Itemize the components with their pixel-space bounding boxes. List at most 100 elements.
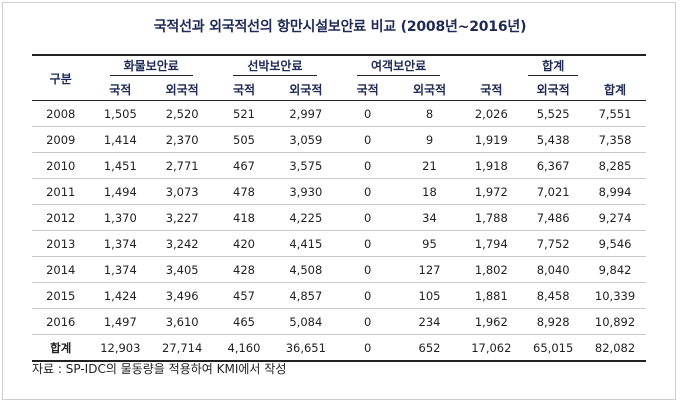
value-cell: 3,059 [274, 126, 337, 153]
value-cell: 12,903 [89, 334, 152, 362]
value-cell: 1,918 [460, 152, 523, 179]
value-cell: 7,021 [522, 178, 585, 205]
value-cell: 2,026 [460, 100, 523, 127]
value-cell: 10,339 [584, 282, 646, 309]
value-cell: 18 [398, 178, 461, 205]
year-cell: 2014 [32, 256, 90, 283]
value-cell: 1,374 [89, 230, 152, 257]
value-cell: 9,546 [584, 230, 646, 257]
value-cell: 0 [336, 282, 399, 309]
value-cell: 1,802 [460, 256, 523, 283]
value-cell: 5,438 [522, 126, 585, 153]
value-cell: 1,424 [89, 282, 152, 309]
table-row: 2010 1,451 2,771 467 3,575 0 21 1,918 6,367 8,285 [32, 152, 646, 179]
value-cell: 82,082 [584, 334, 646, 362]
value-cell: 21 [398, 152, 461, 179]
value-cell: 465 [213, 308, 275, 335]
value-cell: 3,227 [151, 204, 214, 231]
year-cell: 2012 [32, 204, 90, 231]
value-cell: 27,714 [151, 334, 214, 362]
year-cell: 2016 [32, 308, 90, 335]
value-cell: 1,414 [89, 126, 152, 153]
value-cell: 8,994 [584, 178, 646, 205]
value-cell: 1,497 [89, 308, 152, 335]
value-cell: 2,997 [274, 100, 337, 127]
value-cell: 1,370 [89, 204, 152, 231]
value-cell: 36,651 [274, 334, 337, 362]
value-cell: 420 [213, 230, 275, 257]
value-cell: 5,084 [274, 308, 337, 335]
group-header-vessel: 선박보안료 [213, 54, 337, 78]
year-cell: 2009 [32, 126, 90, 153]
value-cell: 17,062 [460, 334, 523, 362]
value-cell: 2,771 [151, 152, 214, 179]
value-cell: 2,370 [151, 126, 214, 153]
year-cell: 2008 [32, 100, 90, 127]
value-cell: 2,520 [151, 100, 214, 127]
total-row: 합계 12,903 27,714 4,160 36,651 0 652 17,062 65,01… [32, 334, 646, 362]
value-cell: 428 [213, 256, 275, 283]
subcolumn-header: 외국적 [151, 78, 214, 101]
subcolumn-header: 외국적 [274, 78, 337, 101]
value-cell: 0 [336, 152, 399, 179]
value-cell: 4,857 [274, 282, 337, 309]
value-cell: 1,972 [460, 178, 523, 205]
value-cell: 505 [213, 126, 275, 153]
table-row: 2015 1,424 3,496 457 4,857 0 105 1,881 8,458 10,3… [32, 282, 646, 309]
table-row: 2014 1,374 3,405 428 4,508 0 127 1,802 8,040 9,84… [32, 256, 646, 283]
value-cell: 1,505 [89, 100, 152, 127]
value-cell: 8,458 [522, 282, 585, 309]
source-note: 자료 : SP-IDC의 물동량을 적용하여 KMI에서 작성 [32, 362, 287, 376]
subcolumn-header: 국적 [89, 78, 152, 101]
value-cell: 0 [336, 308, 399, 335]
value-cell: 3,073 [151, 178, 214, 205]
value-cell: 4,508 [274, 256, 337, 283]
value-cell: 4,225 [274, 204, 337, 231]
table-row: 2013 1,374 3,242 420 4,415 0 95 1,794 7,752 9,546 [32, 230, 646, 257]
value-cell: 9 [398, 126, 461, 153]
year-cell: 2015 [32, 282, 90, 309]
value-cell: 5,525 [522, 100, 585, 127]
subcolumn-header: 국적 [460, 78, 523, 101]
value-cell: 521 [213, 100, 275, 127]
value-cell: 1,451 [89, 152, 152, 179]
year-cell: 2011 [32, 178, 90, 205]
value-cell: 105 [398, 282, 461, 309]
value-cell: 418 [213, 204, 275, 231]
value-cell: 1,788 [460, 204, 523, 231]
value-cell: 7,752 [522, 230, 585, 257]
group-header-total: 합계 [460, 54, 646, 78]
year-cell: 2010 [32, 152, 90, 179]
subcolumn-header: 국적 [336, 78, 399, 101]
value-cell: 34 [398, 204, 461, 231]
value-cell: 8,928 [522, 308, 585, 335]
value-cell: 6,367 [522, 152, 585, 179]
value-cell: 7,486 [522, 204, 585, 231]
total-label: 합계 [32, 334, 90, 362]
value-cell: 652 [398, 334, 461, 362]
group-header-cargo: 화물보안료 [89, 54, 214, 78]
subcolumn-header: 합계 [584, 78, 646, 101]
value-cell: 7,551 [584, 100, 646, 127]
table-row: 2016 1,497 3,610 465 5,084 0 234 1,962 8,928 10,8… [32, 308, 646, 335]
value-cell: 4,415 [274, 230, 337, 257]
value-cell: 1,881 [460, 282, 523, 309]
value-cell: 7,358 [584, 126, 646, 153]
value-cell: 4,160 [213, 334, 275, 362]
value-cell: 0 [336, 230, 399, 257]
value-cell: 478 [213, 178, 275, 205]
value-cell: 234 [398, 308, 461, 335]
value-cell: 9,842 [584, 256, 646, 283]
value-cell: 3,405 [151, 256, 214, 283]
port-security-fee-table: 구분 화물보안료 선박보안료 여객보안료 합계 국적 외국적 국적 외국적 국적 외국적 국… [32, 54, 646, 362]
value-cell: 467 [213, 152, 275, 179]
value-cell: 10,892 [584, 308, 646, 335]
value-cell: 65,015 [522, 334, 585, 362]
value-cell: 8,285 [584, 152, 646, 179]
year-cell: 2013 [32, 230, 90, 257]
table-row: 2012 1,370 3,227 418 4,225 0 34 1,788 7,486 9,274 [32, 204, 646, 231]
table-row: 2008 1,505 2,520 521 2,997 0 8 2,026 5,525 7,551 [32, 100, 646, 127]
value-cell: 95 [398, 230, 461, 257]
table-row: 2009 1,414 2,370 505 3,059 0 9 1,919 5,438 7,358 [32, 126, 646, 153]
value-cell: 1,962 [460, 308, 523, 335]
